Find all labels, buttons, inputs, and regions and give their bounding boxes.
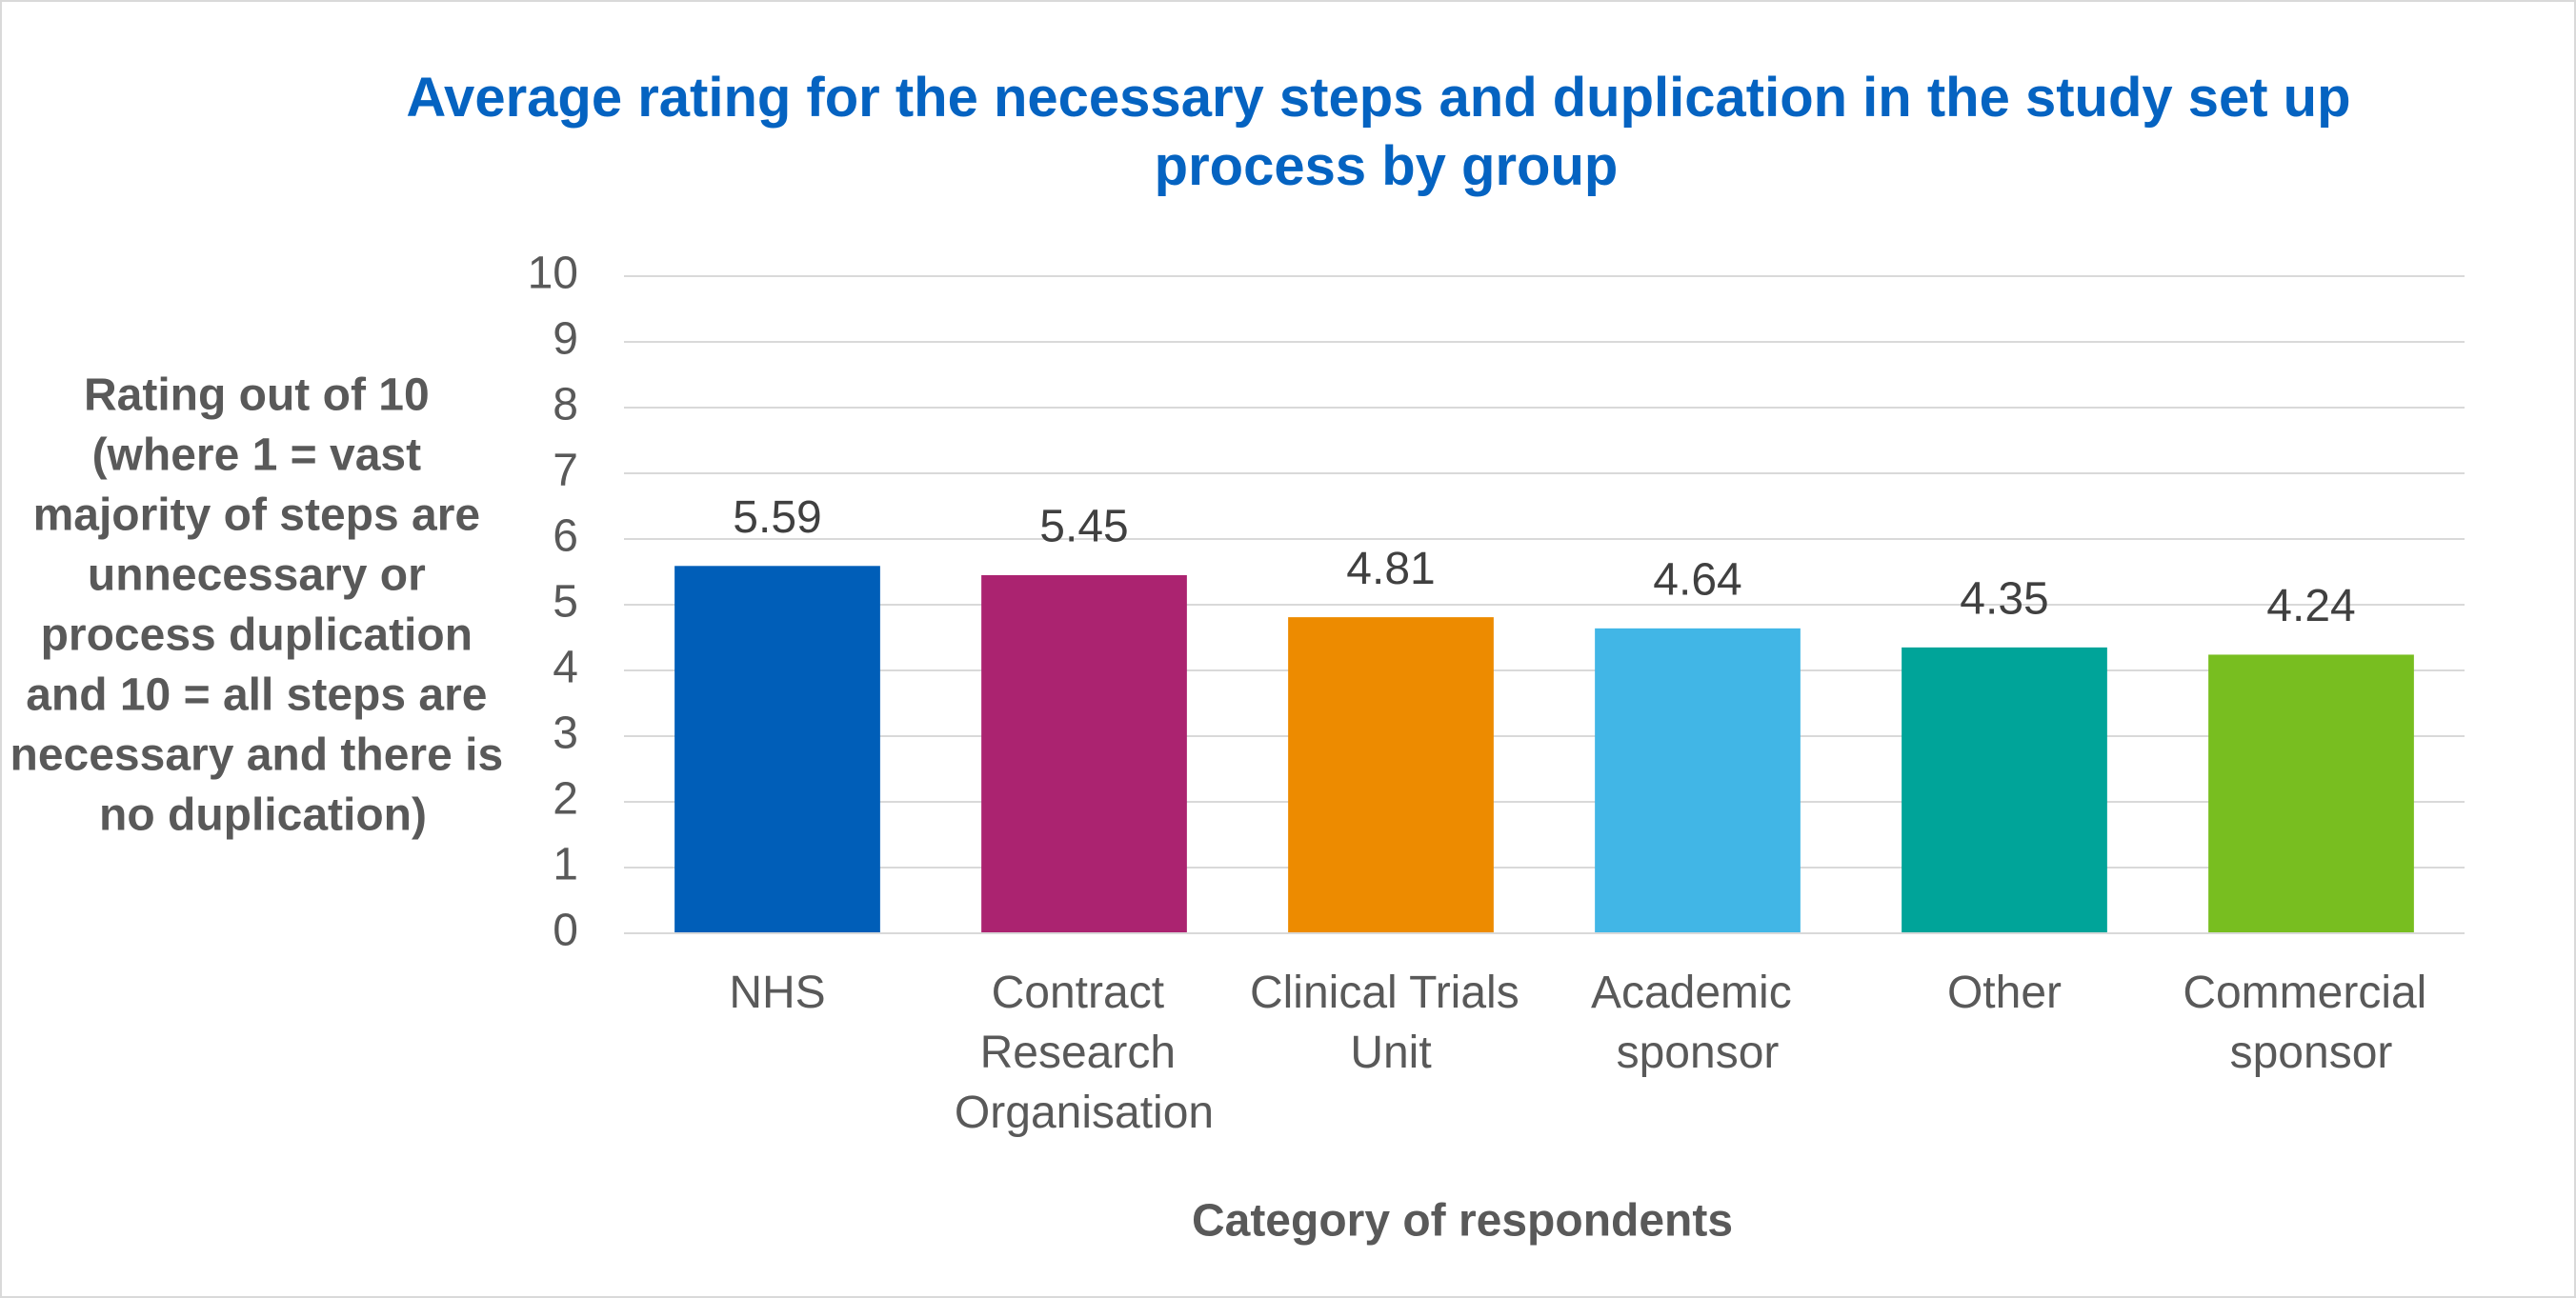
y-tick-label: 5 — [553, 577, 578, 628]
bar — [1288, 617, 1494, 933]
x-tick-label: Commercial sponsor — [2183, 968, 2439, 1078]
value-label: 4.81 — [1346, 544, 1435, 594]
y-tick-label: 10 — [528, 249, 578, 299]
y-tick-label: 8 — [553, 380, 578, 430]
value-label: 4.64 — [1653, 555, 1741, 606]
x-tick-label: Contract Research Organisation — [955, 968, 1214, 1138]
value-label: 4.24 — [2266, 581, 2355, 631]
y-tick-label: 3 — [553, 709, 578, 759]
x-tick-label: Academic sponsor — [1591, 968, 1804, 1078]
y-tick-label: 4 — [553, 643, 578, 693]
bar — [1595, 628, 1801, 933]
chart-title: Average rating for the necessary steps a… — [406, 67, 2365, 197]
bar — [2208, 654, 2414, 933]
y-tick-label: 1 — [553, 840, 578, 890]
y-axis-title: Rating out of 10 (where 1 = vast majorit… — [10, 369, 516, 840]
y-tick-label: 7 — [553, 446, 578, 496]
value-label: 5.59 — [733, 492, 821, 543]
bar — [1902, 647, 2107, 933]
y-tick-label: 2 — [553, 774, 578, 825]
bar — [674, 566, 880, 933]
x-axis-title: Category of respondents — [1192, 1196, 1733, 1247]
bar — [981, 574, 1187, 933]
value-label: 5.45 — [1039, 502, 1128, 552]
y-tick-label: 9 — [553, 314, 578, 365]
x-tick-label: Clinical Trials Unit — [1250, 968, 1532, 1078]
x-tick-label: NHS — [729, 968, 825, 1018]
y-tick-label: 6 — [553, 511, 578, 562]
x-tick-label: Other — [1947, 968, 2062, 1018]
y-tick-label: 0 — [553, 906, 578, 956]
value-label: 4.35 — [1960, 574, 2048, 625]
